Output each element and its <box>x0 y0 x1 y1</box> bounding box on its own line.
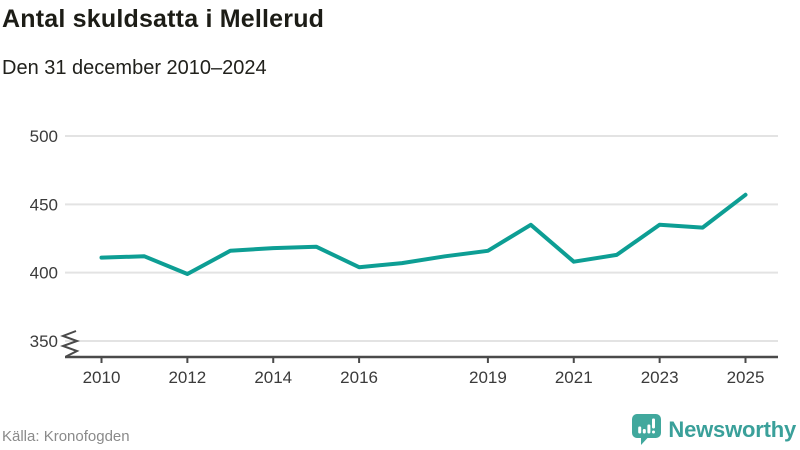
newsworthy-wordmark: Newsworthy <box>668 416 796 442</box>
data-line-antal-skuldsatta <box>99 192 748 276</box>
y-tick-label: 500 <box>30 127 58 146</box>
newsworthy-bubble-chart-icon <box>632 414 662 445</box>
bubble-shape <box>632 414 662 445</box>
x-tick-label: 2012 <box>168 368 206 387</box>
x-tick-label: 2025 <box>727 368 765 387</box>
bar-2 <box>643 429 647 434</box>
chart-subtitle: Den 31 december 2010–2024 <box>2 57 267 79</box>
bar-1 <box>638 426 642 434</box>
source-label: Källa: Kronofogden <box>2 428 130 445</box>
x-tick-label: 2010 <box>83 368 121 387</box>
x-tick-label: 2019 <box>469 368 507 387</box>
bar-3 <box>647 424 651 434</box>
axis-break-squiggle <box>60 330 80 358</box>
x-tick-label: 2014 <box>254 368 292 387</box>
exclamation-dot <box>652 430 656 434</box>
y-tick-label: 350 <box>30 332 58 351</box>
y-tick-label: 400 <box>30 264 58 283</box>
x-tick-label: 2021 <box>555 368 593 387</box>
exclamation-bar <box>652 418 656 429</box>
line-chart: 500 450 400 350 2010 2012 2014 2016 2019 2021 2023… <box>30 127 778 387</box>
y-tick-label: 450 <box>30 195 58 214</box>
newsworthy-logo: Newsworthy <box>632 414 796 445</box>
chart-title: Antal skuldsatta i Mellerud <box>2 5 325 33</box>
x-tick-label: 2023 <box>641 368 679 387</box>
x-tick-label: 2016 <box>340 368 378 387</box>
